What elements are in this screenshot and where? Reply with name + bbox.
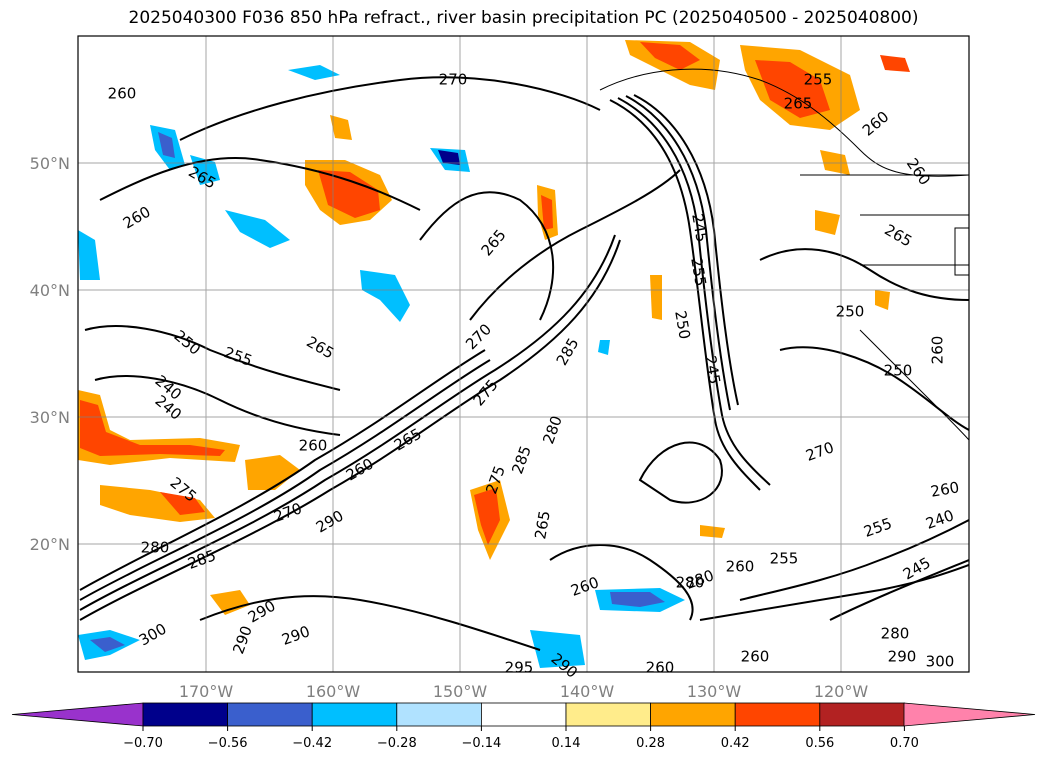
contour-label: 245: [688, 212, 711, 243]
contour-label: 300: [926, 653, 955, 671]
contour-label: 250: [884, 362, 913, 380]
colorbar-cell: [650, 702, 736, 727]
contour-label: 290: [888, 648, 917, 666]
contour-label: 290: [229, 623, 256, 656]
contour-label: 280: [881, 625, 910, 643]
contour-label: 265: [784, 95, 813, 113]
colorbar-tick-label: 0.14: [552, 736, 581, 751]
graticule: [78, 36, 969, 672]
colorbar-cell: [396, 702, 482, 727]
contour-label: 270: [462, 320, 495, 353]
contour-label: 280: [539, 413, 566, 446]
coastlines: [599, 68, 969, 441]
colorbar-cell: [734, 702, 821, 727]
colorbar-cell: [11, 702, 144, 727]
contour-label: 280: [676, 574, 705, 592]
contour-label: 255: [222, 343, 255, 370]
colorbar-cell: [142, 702, 228, 727]
lon-label: 130°W: [687, 682, 742, 701]
contour-label: 270: [271, 499, 304, 526]
contour-label: 260: [929, 478, 960, 501]
colorbar-cell: [227, 702, 313, 727]
contour-label: 250: [671, 309, 694, 340]
contour-label: 260: [299, 437, 328, 455]
lat-label: 40°N: [30, 281, 70, 300]
lat-label: 50°N: [30, 154, 70, 173]
contour-label: 285: [508, 443, 535, 476]
lon-label: 150°W: [433, 682, 488, 701]
colorbar-tick-label: −0.56: [208, 736, 248, 751]
contour-label: 255: [804, 71, 833, 89]
contour-label: 265: [478, 226, 510, 260]
colorbar-cell: [565, 702, 651, 727]
longitude-labels: 170°W 160°W 150°W 140°W 130°W 120°W: [179, 682, 869, 701]
colorbar: −0.70 −0.56 −0.42 −0.28 −0.14 0.14 0.28 0.42 0.5…: [11, 702, 1036, 751]
colorbar-tick-label: 0.28: [636, 736, 665, 751]
lon-label: 170°W: [179, 682, 234, 701]
colorbar-tick-label: −0.70: [123, 736, 163, 751]
contour-label: 290: [313, 507, 347, 537]
contour-label: 255: [861, 514, 894, 541]
lon-label: 140°W: [560, 682, 615, 701]
contour-label: 260: [726, 558, 755, 576]
contour-label: 275: [482, 463, 509, 496]
contour-label: 250: [171, 327, 205, 359]
colorbar-tick-label: −0.14: [461, 736, 501, 751]
contour-label: 260: [929, 336, 947, 365]
latitude-labels: 50°N 40°N 30°N 20°N: [30, 154, 70, 554]
contour-label: 255: [687, 256, 710, 287]
lon-label: 160°W: [306, 682, 361, 701]
contour-label: 245: [701, 354, 724, 385]
contour-label: 250: [836, 303, 865, 321]
precipitation-shading: [78, 40, 910, 668]
contour-label: 255: [770, 550, 799, 568]
contour-label: 285: [553, 335, 583, 369]
contour-label: 280: [141, 539, 170, 557]
contour-label: 260: [568, 573, 601, 600]
plot-frame: [77, 35, 970, 673]
colorbar-tick-label: 0.70: [890, 736, 919, 751]
contour-label: 240: [152, 392, 186, 424]
colorbar-tick-label: 0.56: [805, 736, 834, 751]
contour-label: 295: [505, 659, 534, 677]
contour-label: 260: [120, 203, 154, 233]
colorbar-tick-label: 0.42: [721, 736, 750, 751]
contour-label: 290: [245, 597, 279, 627]
contour-label: 260: [646, 659, 675, 677]
map-title: 2025040300 F036 850 hPa refract., river …: [128, 8, 919, 28]
contour-label: 260: [741, 648, 770, 666]
contour-label: 300: [136, 620, 170, 650]
colorbar-tick-label: −0.28: [377, 736, 417, 751]
colorbar-cell: [311, 702, 398, 727]
lon-label: 120°W: [814, 682, 869, 701]
contour-label: 285: [185, 546, 218, 573]
colorbar-cell: [480, 702, 567, 727]
contour-label: 265: [881, 221, 915, 251]
contour-label: 270: [803, 438, 836, 465]
contour-label: 265: [531, 509, 554, 540]
contour-label: 265: [303, 333, 337, 363]
colorbar-cell: [819, 702, 905, 727]
lat-label: 20°N: [30, 535, 70, 554]
contour-label: 260: [859, 108, 893, 140]
contour-label: 260: [108, 85, 137, 103]
colorbar-cell: [903, 702, 1036, 727]
contour-label: 290: [279, 622, 312, 649]
colorbar-tick-label: −0.42: [292, 736, 332, 751]
contour-label: 270: [439, 71, 468, 89]
contour-label: 260: [903, 155, 934, 189]
lat-label: 30°N: [30, 408, 70, 427]
